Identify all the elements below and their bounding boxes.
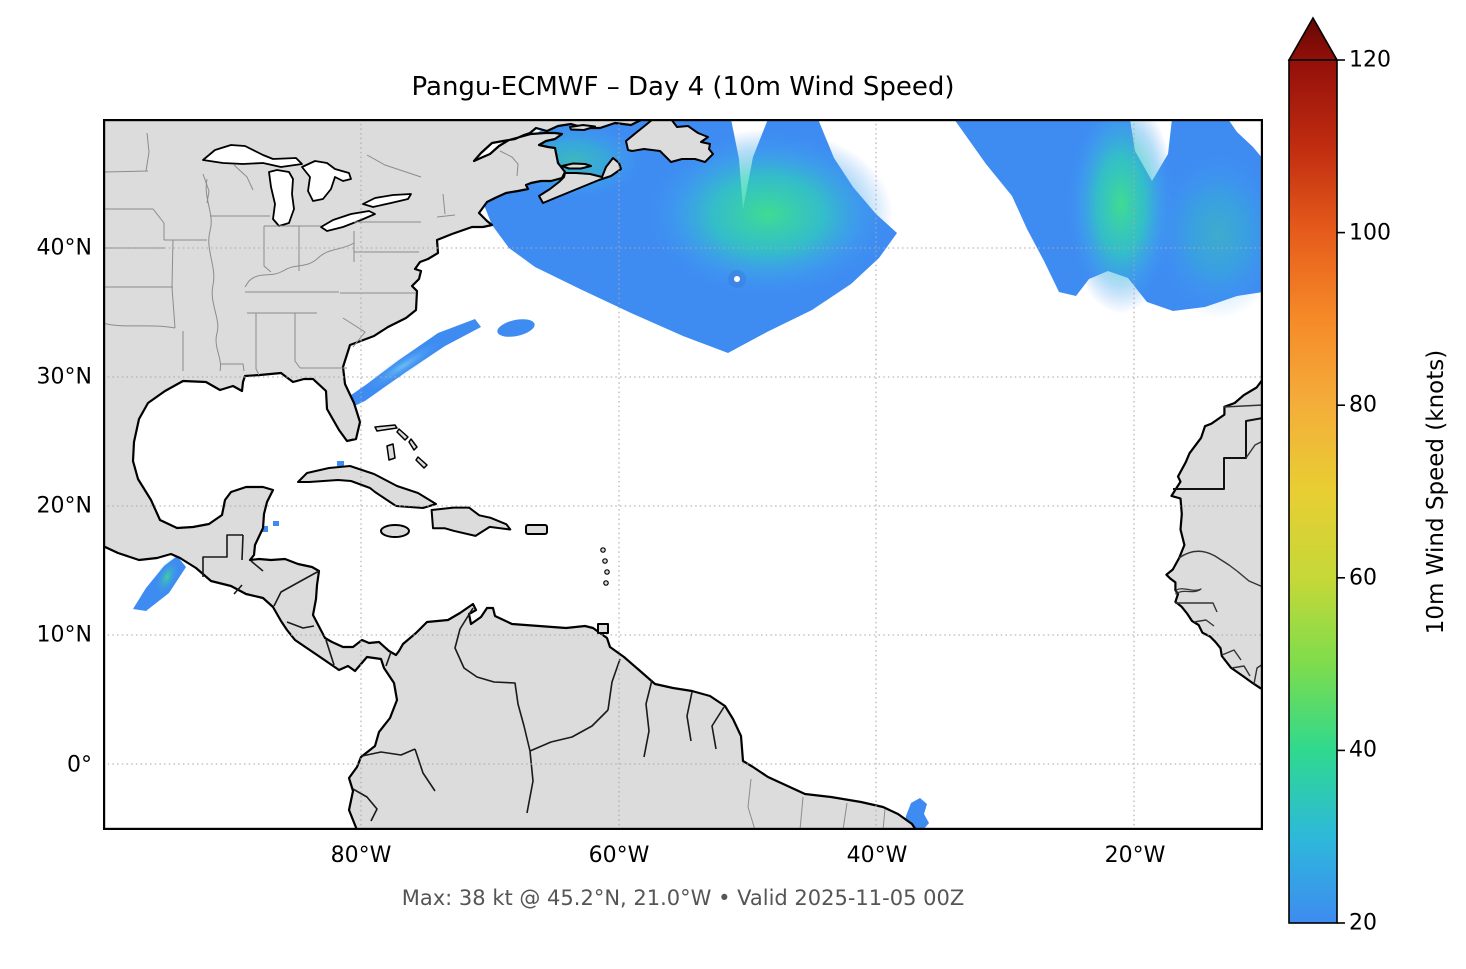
colorbar-extend-arrow: [1287, 16, 1339, 61]
jamaica: [380, 524, 410, 538]
plot-border: [103, 119, 1263, 830]
land-africa: [1165, 377, 1263, 691]
cb-tick-100: 100: [1349, 220, 1391, 246]
y-tick-30n: 30°N: [36, 364, 92, 390]
prince-edward-island: [561, 162, 592, 170]
cb-tick-40: 40: [1349, 737, 1377, 763]
x-tick-20w: 20°W: [1104, 843, 1166, 868]
islands: [297, 119, 714, 634]
cb-tick-60: 60: [1349, 565, 1377, 591]
x-tick-80w: 80°W: [330, 843, 392, 868]
hispaniola: [430, 506, 512, 537]
map-canvas: [103, 119, 1263, 830]
cuba: [297, 465, 437, 509]
wind-streak-gulf-stream: [341, 319, 535, 410]
page-title: Pangu-ECMWF – Day 4 (10m Wind Speed): [411, 72, 955, 102]
colorbar-tick-marks: [1337, 59, 1345, 924]
x-tick-40w: 40°W: [846, 843, 908, 868]
y-tick-10n: 10°N: [36, 622, 92, 648]
y-tick-40n: 40°N: [36, 235, 92, 261]
lesser-antilles: [600, 547, 610, 586]
storm-eye: [734, 276, 740, 282]
colorbar: [1287, 16, 1345, 924]
wind-max-core: [1066, 119, 1176, 314]
cb-tick-20: 20: [1349, 910, 1377, 936]
cb-tick-120: 120: [1349, 47, 1391, 73]
y-tick-0: 0°: [67, 752, 92, 778]
great-lakes: [202, 144, 412, 232]
colorbar-gradient: [1288, 59, 1338, 924]
nova-scotia: [538, 157, 622, 204]
wind-streak-tehuantepec: [133, 556, 186, 611]
y-tick-20n: 20°N: [36, 493, 92, 519]
newfoundland: [625, 119, 714, 163]
wind-field-ne-atlantic: [954, 119, 1263, 319]
country-borders-africa: [1173, 404, 1263, 685]
max-valid-caption: Max: 38 kt @ 45.2°N, 21.0°W • Valid 2025…: [401, 886, 965, 910]
country-borders-latam: [202, 534, 725, 822]
cb-tick-80: 80: [1349, 392, 1377, 418]
bahamas: [374, 424, 428, 469]
state-borders: [103, 132, 886, 830]
colorbar-axis-label: 10m Wind Speed (knots): [1423, 349, 1449, 635]
puerto-rico: [525, 524, 548, 535]
gridlines: [103, 119, 1263, 830]
anticosti-island: [569, 124, 596, 131]
x-tick-60w: 60°W: [588, 843, 650, 868]
trinidad: [597, 623, 609, 634]
